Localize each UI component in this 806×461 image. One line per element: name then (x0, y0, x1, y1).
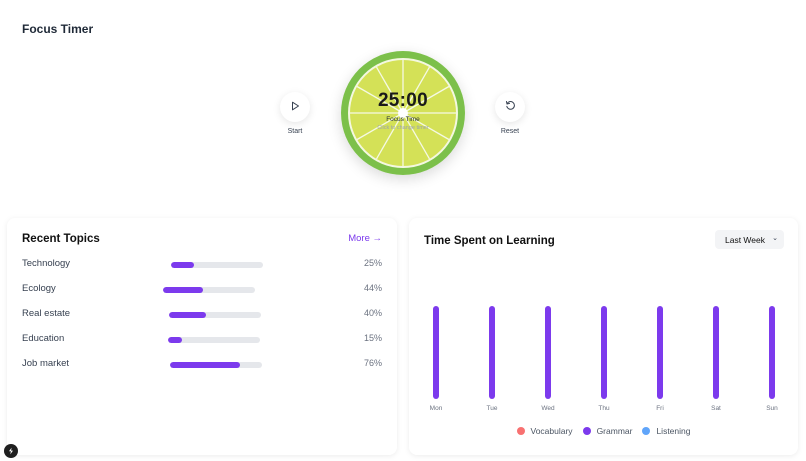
start-control: Start (270, 92, 320, 135)
topic-progress-track (171, 262, 263, 268)
chart-column: Mon (421, 306, 451, 412)
day-label: Sun (766, 405, 778, 412)
topic-name: Real estate (22, 308, 71, 319)
chart-column: Sat (701, 306, 731, 412)
day-label: Tue (486, 405, 498, 412)
start-button[interactable] (280, 92, 310, 122)
day-label: Mon (429, 405, 443, 412)
topic-progress-fill (169, 312, 206, 318)
topic-row: Job market 76% (22, 358, 382, 372)
more-link[interactable]: More → (348, 233, 382, 244)
day-label: Sat (711, 405, 721, 412)
grammar-bar[interactable] (489, 306, 495, 399)
topic-progress-fill (171, 262, 194, 268)
recent-topics-title: Recent Topics (22, 233, 100, 245)
legend-item-listening[interactable]: Listening (642, 426, 690, 436)
timer-dial[interactable]: 25:00 Focus Time Click to change timer (341, 51, 465, 175)
day-label: Thu (598, 405, 610, 412)
chart-column: Wed (533, 306, 563, 412)
reset-icon (505, 98, 516, 116)
day-label: Wed (541, 405, 555, 412)
lime-graphic (341, 51, 465, 175)
topic-percent: 44% (363, 283, 382, 293)
play-icon (290, 98, 300, 116)
topic-name: Technology (22, 258, 71, 269)
grammar-bar[interactable] (713, 306, 719, 399)
chart-legend: Vocabulary Grammar Listening (409, 426, 798, 436)
dev-tools-button[interactable] (4, 444, 18, 458)
legend-label: Grammar (596, 426, 633, 436)
recent-topics-card: Recent Topics More → Technology 25% Ecol… (7, 218, 397, 455)
topic-name: Job market (22, 358, 69, 369)
period-select[interactable]: Last Week ⌄ (715, 230, 784, 249)
topic-percent: 15% (363, 333, 382, 343)
start-label: Start (287, 128, 303, 135)
legend-label: Listening (656, 426, 691, 436)
grammar-bar[interactable] (601, 306, 607, 399)
topic-percent: 25% (363, 258, 382, 268)
grammar-bar[interactable] (657, 306, 663, 399)
timer-area: Start (0, 40, 806, 190)
topic-row: Real estate 40% (22, 308, 382, 322)
page-title: Focus Timer (22, 22, 94, 36)
grammar-bar[interactable] (545, 306, 551, 399)
topic-progress-fill (168, 337, 182, 343)
learning-title: Time Spent on Learning (424, 235, 555, 247)
chart-column: Sun (757, 306, 787, 412)
legend-item-vocabulary[interactable]: Vocabulary (516, 426, 573, 436)
chart-column: Fri (645, 306, 675, 412)
topic-name: Education (22, 333, 65, 344)
chevron-down-icon: ⌄ (772, 235, 778, 242)
reset-button[interactable] (495, 92, 525, 122)
period-select-value: Last Week (725, 234, 766, 245)
grammar-bar[interactable] (769, 306, 775, 399)
topic-name: Ecology (22, 283, 56, 294)
learning-time-card: Time Spent on Learning Last Week ⌄ Mon T… (409, 218, 798, 455)
lightning-icon (7, 442, 15, 460)
reset-control: Reset (485, 92, 535, 135)
topic-progress-track (168, 337, 260, 343)
reset-label: Reset (500, 128, 520, 135)
topic-progress-track (169, 312, 261, 318)
topic-row: Technology 25% (22, 258, 382, 272)
topic-progress-fill (170, 362, 240, 368)
topic-row: Ecology 44% (22, 283, 382, 297)
topic-progress-fill (163, 287, 204, 293)
timer-hint: Click to change timer (377, 124, 429, 131)
topic-progress-track (170, 362, 262, 368)
topic-percent: 40% (363, 308, 382, 318)
chart-column: Tue (477, 306, 507, 412)
grammar-bar[interactable] (433, 306, 439, 399)
chart-column: Thu (589, 306, 619, 412)
topic-progress-track (163, 287, 255, 293)
legend-label: Vocabulary (530, 426, 573, 436)
timer-time: 25:00 (377, 89, 429, 111)
legend-dot-icon (516, 427, 525, 435)
topic-row: Education 15% (22, 333, 382, 347)
learning-bar-chart: Mon Tue Wed Thu Fri Sat (409, 218, 798, 455)
timer-readout: 25:00 Focus Time Click to change timer (341, 51, 465, 175)
timer-mode-label: Focus Time (386, 115, 420, 123)
legend-dot-icon (582, 427, 591, 435)
legend-item-grammar[interactable]: Grammar (582, 426, 633, 436)
topic-percent: 76% (363, 358, 382, 368)
legend-dot-icon (642, 427, 651, 435)
day-label: Fri (656, 405, 664, 412)
